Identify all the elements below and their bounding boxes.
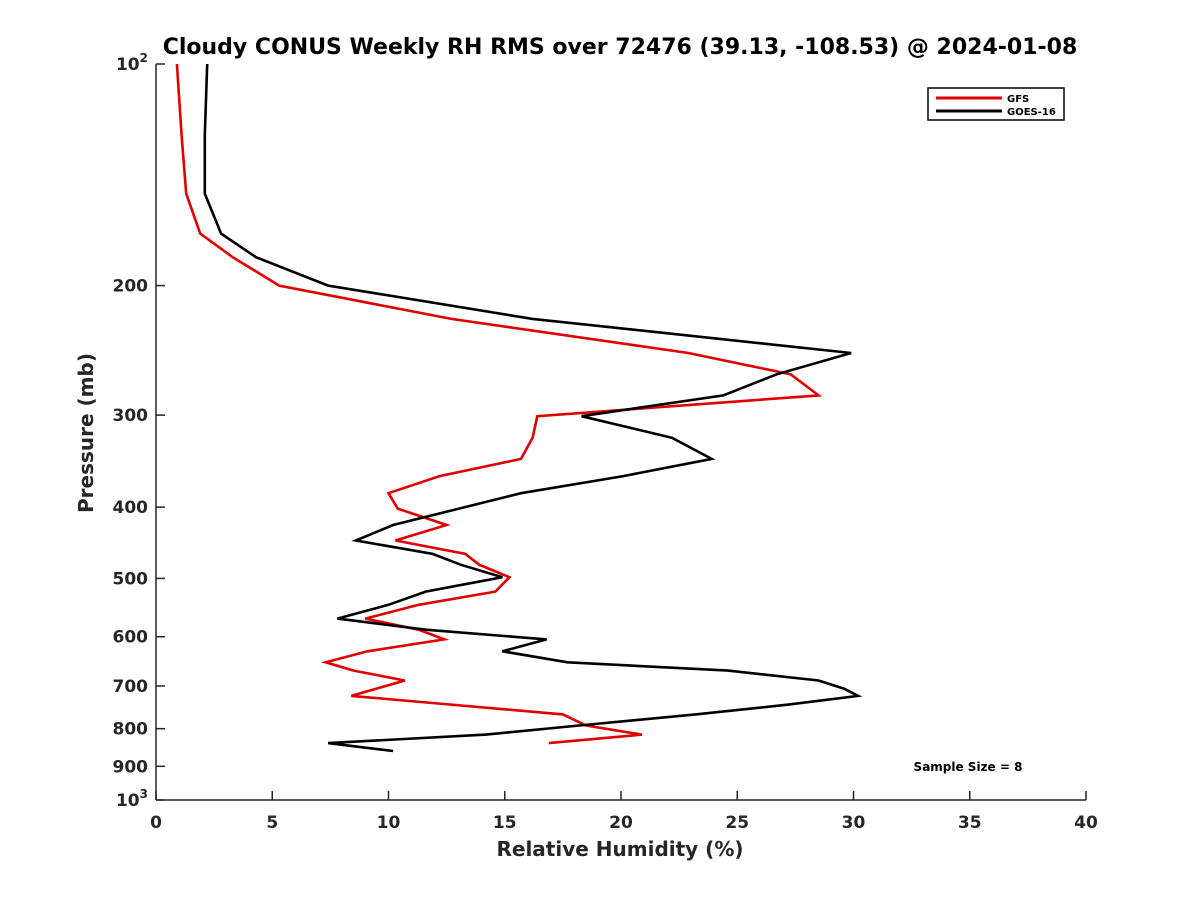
series-layer <box>175 63 863 753</box>
y-tick-label: 700 <box>113 677 149 697</box>
sample-size-annotation: Sample Size = 8 <box>914 760 1023 774</box>
x-tick-label: 25 <box>725 813 749 833</box>
y-tick-label: 900 <box>113 757 149 777</box>
series-line-goes16 <box>203 63 863 753</box>
series-line-gfs <box>175 63 823 745</box>
x-tick-label: 10 <box>377 813 401 833</box>
y-tick-label: 400 <box>113 498 149 518</box>
y-axis-label: Pressure (mb) <box>74 353 98 513</box>
legend-label-gfs: GFS <box>1007 94 1029 105</box>
y-tick-label: 500 <box>113 569 149 589</box>
y-tick-label: 103 <box>116 787 148 811</box>
x-tick-label: 5 <box>266 813 278 833</box>
legend: GFS GOES-16 <box>927 87 1065 121</box>
chart-title: Cloudy CONUS Weekly RH RMS over 72476 (3… <box>163 35 1078 60</box>
y-tick-label: 800 <box>113 720 149 740</box>
x-tick-label: 30 <box>842 813 866 833</box>
x-tick-label: 0 <box>150 813 162 833</box>
x-axis-label: Relative Humidity (%) <box>496 837 743 861</box>
x-tick-label: 40 <box>1074 813 1098 833</box>
x-tick-label: 35 <box>958 813 982 833</box>
y-tick-label: 200 <box>113 277 149 297</box>
x-tick-label: 15 <box>493 813 517 833</box>
axes: 0 5 10 15 20 25 30 35 40 102 200 300 400 500 600 700 800… <box>113 51 1098 833</box>
y-tick-label: 600 <box>113 628 149 648</box>
x-tick-label: 20 <box>609 813 633 833</box>
legend-box <box>927 87 1065 121</box>
legend-label-goes16: GOES-16 <box>1007 107 1056 118</box>
y-tick-label: 102 <box>116 51 148 75</box>
y-tick-label: 300 <box>113 406 149 426</box>
